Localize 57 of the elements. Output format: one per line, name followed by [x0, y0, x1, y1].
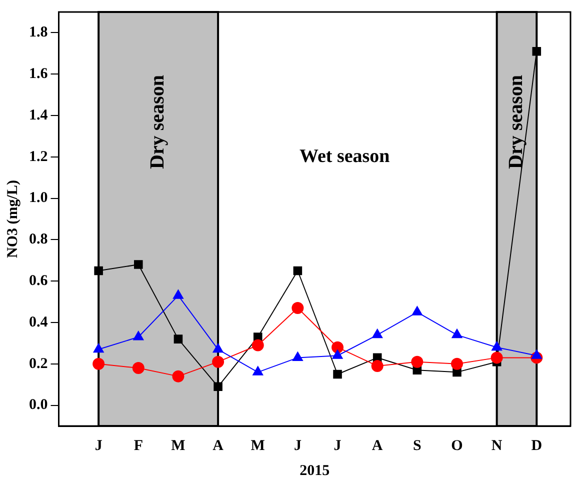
x-tick-label: J — [94, 438, 103, 454]
y-tick-label: 0.6 — [29, 272, 48, 289]
point — [293, 266, 302, 276]
y-tick-label: 0.0 — [29, 397, 48, 414]
point — [371, 360, 384, 372]
point — [490, 352, 503, 364]
point — [93, 343, 104, 353]
band-label: Dry season — [146, 75, 168, 169]
point — [332, 341, 344, 354]
x-tick-label: A — [372, 438, 383, 454]
x-tick-label: N — [491, 438, 502, 454]
point — [172, 370, 184, 382]
x-tick-label: O — [451, 438, 463, 454]
point — [212, 343, 224, 353]
x-tick-label: M — [250, 438, 265, 454]
y-tick-label: 0.4 — [29, 314, 48, 330]
y-tick-label: 1.2 — [29, 148, 48, 165]
point — [134, 260, 143, 269]
x-tick-label: J — [334, 438, 342, 454]
point — [133, 330, 144, 340]
x-tick-label: D — [531, 438, 542, 454]
y-axis-title: NO3 (mg/L) — [4, 180, 21, 258]
y-tick-label: 1.8 — [29, 24, 48, 41]
point — [492, 341, 502, 351]
x-tick-label: A — [212, 438, 224, 454]
point — [252, 339, 264, 352]
x-tick-label: F — [134, 438, 143, 454]
y-tick-label: 1.4 — [29, 107, 48, 124]
y-tick-label: 1.0 — [29, 190, 48, 206]
point — [333, 370, 342, 379]
point — [94, 266, 103, 276]
point — [532, 46, 542, 56]
point — [252, 366, 264, 376]
point — [411, 356, 424, 368]
point — [372, 328, 383, 338]
point — [452, 328, 462, 338]
y-tick-label: 0.2 — [29, 356, 48, 372]
annotation: Wet season — [300, 146, 390, 167]
point — [412, 306, 422, 316]
point — [292, 302, 304, 314]
x-tick-label: S — [413, 438, 422, 454]
point — [214, 382, 222, 392]
point — [332, 350, 343, 359]
band-label: Dry season — [504, 75, 527, 169]
point — [451, 358, 463, 370]
x-tick-label: M — [171, 438, 186, 454]
point — [172, 290, 184, 299]
point — [92, 358, 105, 370]
point — [292, 352, 303, 361]
x-tick-label: J — [294, 438, 302, 454]
point — [132, 362, 144, 374]
y-tick-label: 0.8 — [29, 232, 48, 248]
point — [174, 334, 183, 344]
point — [531, 350, 542, 359]
y-tick-label: 1.6 — [29, 66, 48, 82]
point — [212, 356, 224, 368]
x-axis-title: 2015 — [300, 462, 330, 479]
